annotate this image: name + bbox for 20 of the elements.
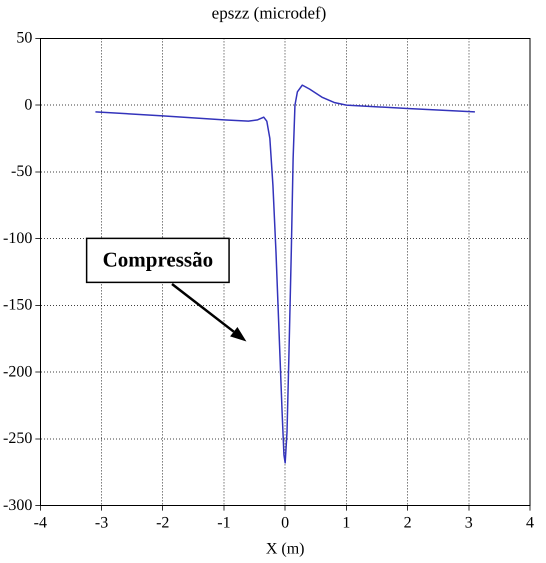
y-tick-label: -50 — [11, 163, 32, 180]
x-tick-label: -2 — [156, 514, 170, 532]
chart-title: epszz (microdef) — [212, 4, 326, 23]
y-tick-label: -200 — [3, 363, 32, 380]
x-tick-label: 0 — [281, 514, 290, 532]
y-tick-label: 0 — [24, 96, 32, 114]
y-tick-label: -100 — [3, 230, 32, 247]
x-tick-label: 2 — [404, 514, 412, 532]
annotation: Compressão — [102, 248, 214, 272]
x-tick-label: -1 — [217, 514, 231, 532]
x-axis-title: X (m) — [266, 540, 304, 558]
x-tick-label: 4 — [526, 514, 534, 532]
y-tick-label: -150 — [3, 296, 32, 314]
x-tick-label: 1 — [342, 514, 350, 532]
y-tick-label: 50 — [16, 30, 32, 47]
y-tick-label: -300 — [3, 496, 32, 514]
x-tick-label: 3 — [464, 514, 473, 532]
x-tick-label: -4 — [34, 514, 47, 532]
x-tick-label: -3 — [94, 514, 108, 532]
y-tick-label: -250 — [3, 430, 32, 448]
